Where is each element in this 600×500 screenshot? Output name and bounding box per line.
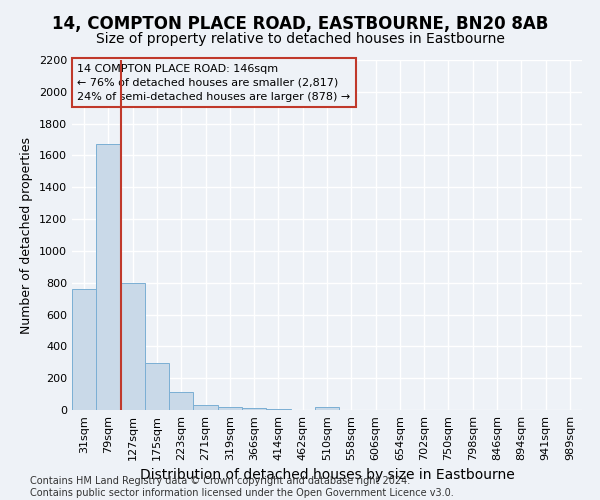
Bar xyxy=(315,407,339,410)
Bar xyxy=(193,405,218,410)
Bar xyxy=(169,392,193,410)
Bar xyxy=(242,408,266,410)
Text: 14, COMPTON PLACE ROAD, EASTBOURNE, BN20 8AB: 14, COMPTON PLACE ROAD, EASTBOURNE, BN20… xyxy=(52,15,548,33)
Bar xyxy=(218,407,242,410)
Text: Size of property relative to detached houses in Eastbourne: Size of property relative to detached ho… xyxy=(95,32,505,46)
Bar xyxy=(266,409,290,410)
Y-axis label: Number of detached properties: Number of detached properties xyxy=(20,136,34,334)
X-axis label: Distribution of detached houses by size in Eastbourne: Distribution of detached houses by size … xyxy=(140,468,514,482)
Bar xyxy=(72,289,96,410)
Text: 14 COMPTON PLACE ROAD: 146sqm
← 76% of detached houses are smaller (2,817)
24% o: 14 COMPTON PLACE ROAD: 146sqm ← 76% of d… xyxy=(77,64,350,102)
Text: Contains HM Land Registry data © Crown copyright and database right 2024.
Contai: Contains HM Land Registry data © Crown c… xyxy=(30,476,454,498)
Bar xyxy=(96,144,121,410)
Bar xyxy=(145,363,169,410)
Bar xyxy=(121,282,145,410)
